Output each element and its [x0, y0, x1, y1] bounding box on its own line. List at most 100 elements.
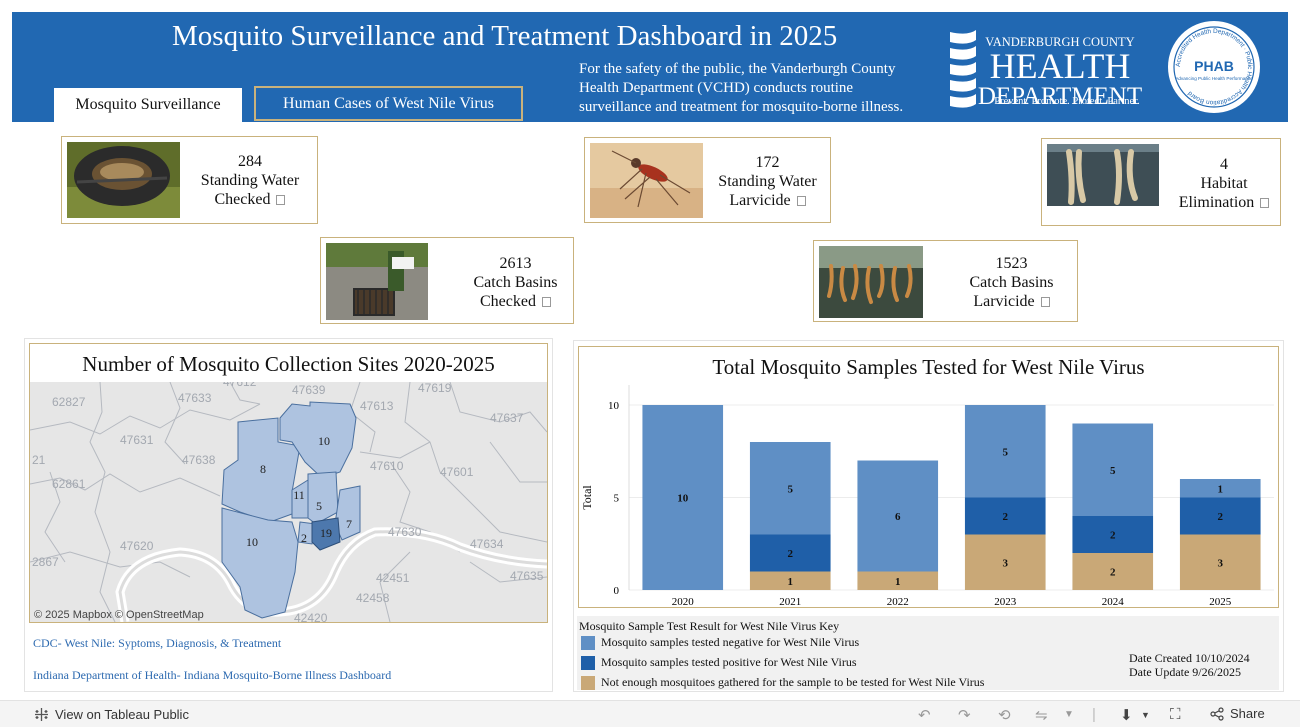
- region-count: 11: [293, 488, 305, 502]
- tab-mosquito-surveillance[interactable]: Mosquito Surveillance: [54, 88, 242, 122]
- region-count: 7: [346, 517, 352, 531]
- redo-icon[interactable]: ↷: [958, 707, 971, 724]
- y-axis-label: Total: [580, 485, 594, 510]
- chevron-down-icon[interactable]: ▼: [1064, 709, 1074, 720]
- info-box-icon[interactable]: [1260, 198, 1270, 208]
- download-icon[interactable]: ⬇: [1120, 707, 1133, 724]
- y-tick-label: 5: [614, 493, 620, 505]
- zip-label: 47637: [490, 411, 524, 425]
- view-on-tableau-label: View on Tableau Public: [55, 707, 189, 722]
- date-updated: Date Update 9/26/2025: [1129, 665, 1241, 679]
- bar-value-label: 2: [1110, 530, 1116, 542]
- zip-label: 47634: [470, 537, 504, 551]
- zip-label: 21: [32, 453, 46, 467]
- phab-seal-icon: Accredited Health Department · Public He…: [1168, 21, 1260, 113]
- bar-value-label: 3: [1218, 557, 1224, 569]
- phab-logo: Accredited Health Department · Public He…: [1167, 20, 1261, 114]
- map-title: Number of Mosquito Collection Sites 2020…: [82, 352, 495, 376]
- metric-label: Elimination: [1178, 194, 1255, 211]
- zip-label: 42458: [356, 591, 390, 605]
- metric-label: Catch Basins: [473, 274, 558, 291]
- metric-label: Larvicide: [973, 293, 1035, 310]
- metric-card-standing-water-larvicide: 172 Standing Water Larvicide: [584, 137, 831, 223]
- mosquito-photo: [590, 143, 703, 218]
- y-tick-label: 0: [614, 585, 620, 597]
- cdc-west-nile-link[interactable]: CDC- West Nile: Syptoms, Diagnosis, & Tr…: [33, 636, 282, 650]
- zip-label: 62827: [52, 395, 86, 409]
- fullscreen-icon[interactable]: ⛶: [1170, 706, 1181, 723]
- bar-segment[interactable]: [642, 405, 724, 590]
- bar-segment[interactable]: [1072, 516, 1154, 553]
- info-box-icon[interactable]: [796, 196, 806, 206]
- share-button[interactable]: Share: [1210, 706, 1265, 721]
- bar-segment[interactable]: [1179, 479, 1261, 498]
- zip-label: 42420: [294, 611, 328, 622]
- bar-segment[interactable]: [749, 571, 831, 591]
- phab-subtitle: Advancing Public Health Performance: [1175, 76, 1253, 81]
- metric-value: 1523: [995, 255, 1028, 272]
- region-count: 10: [246, 535, 258, 549]
- bar-segment[interactable]: [964, 497, 1046, 535]
- legend-item-not-enough[interactable]: Not enough mosquitoes gathered for the s…: [581, 675, 984, 690]
- bar-segment[interactable]: [1179, 497, 1261, 535]
- legend-item-positive[interactable]: Mosquito samples tested positive for Wes…: [581, 655, 857, 670]
- map-attribution: © 2025 Mapbox © OpenStreetMap: [34, 609, 204, 621]
- bar-segment[interactable]: [749, 442, 831, 535]
- bar-segment[interactable]: [964, 405, 1046, 498]
- vchd-logo: VANDERBURGH COUNTY HEALTH DEPARTMENT: [942, 24, 1152, 112]
- tab-human-cases[interactable]: Human Cases of West Nile Virus: [254, 86, 523, 121]
- legend-swatch: [581, 675, 595, 690]
- zip-label: 47638: [182, 453, 216, 467]
- collection-sites-map[interactable]: 62827 47633 47612 47639 47619 47613 4763…: [30, 382, 547, 622]
- view-on-tableau-public-button[interactable]: View on Tableau Public: [34, 707, 189, 722]
- revert-icon[interactable]: ⟲: [998, 707, 1011, 724]
- chevron-down-icon[interactable]: ▼: [1141, 710, 1150, 720]
- bar-value-label: 2: [1218, 511, 1224, 523]
- info-box-icon[interactable]: [541, 297, 551, 307]
- bar-segment[interactable]: [1072, 553, 1154, 590]
- vchd-tagline: Prevent. Promote. Protect. Partner.: [994, 96, 1140, 107]
- bar-segment[interactable]: [1072, 423, 1154, 517]
- metric-value: 4: [1220, 156, 1228, 173]
- bar-value-label: 2: [788, 548, 794, 560]
- metric-label: Checked: [214, 191, 271, 208]
- bar-segment[interactable]: [857, 571, 939, 591]
- tableau-toolbar: View on Tableau Public ↶ ↷ ⟲ ⇋ ▼ | ⬇ ▼ ⛶…: [0, 700, 1300, 727]
- vchd-logo-graphic: VANDERBURGH COUNTY HEALTH DEPARTMENT: [950, 30, 1142, 110]
- bar-value-label: 5: [788, 483, 794, 495]
- metric-label: Standing Water: [200, 172, 300, 189]
- zip-label: 47633: [178, 391, 212, 405]
- legend-swatch: [581, 655, 595, 670]
- bar-value-label: 1: [895, 576, 901, 588]
- metric-card-catch-basins-checked: 2613 Catch Basins Checked: [320, 237, 574, 324]
- legend-title: Mosquito Sample Test Result for West Nil…: [579, 619, 840, 633]
- bar-value-label: 2: [1110, 567, 1116, 579]
- x-tick-label: 2022: [887, 596, 909, 607]
- vchd-logo-line3: DEPARTMENT: [978, 83, 1142, 110]
- zip-label: 47631: [120, 433, 154, 447]
- metric-value: 172: [755, 154, 780, 171]
- region-count: 10: [318, 434, 330, 448]
- catch-basin-photo: [326, 243, 428, 320]
- bar-value-label: 1: [788, 576, 794, 588]
- bar-segment[interactable]: [857, 460, 939, 572]
- zip-label: 47601: [440, 465, 474, 479]
- metric-card-catch-basins-larvicide: 1523 Catch Basins Larvicide: [813, 240, 1078, 322]
- indiana-health-dashboard-link[interactable]: Indiana Department of Health- Indiana Mo…: [33, 668, 392, 682]
- bar-segment[interactable]: [964, 534, 1046, 591]
- info-box-icon[interactable]: [276, 195, 286, 205]
- legend-label: Mosquito samples tested positive for Wes…: [601, 655, 857, 669]
- zip-label: 2867: [32, 555, 59, 569]
- bar-segment[interactable]: [749, 534, 831, 572]
- refresh-icon[interactable]: ⇋: [1035, 707, 1048, 724]
- undo-icon[interactable]: ↶: [918, 707, 931, 724]
- tire-water-photo: [67, 142, 180, 218]
- share-label: Share: [1230, 706, 1265, 721]
- zip-label: 62861: [52, 477, 86, 491]
- zip-label: 47610: [370, 459, 404, 473]
- info-box-icon[interactable]: [1040, 297, 1050, 307]
- legend-item-negative[interactable]: Mosquito samples tested negative for Wes…: [581, 635, 859, 650]
- larvae-water-photo: [819, 246, 923, 318]
- metric-card-standing-water-checked: 284 Standing Water Checked: [61, 136, 318, 224]
- bar-segment[interactable]: [1179, 534, 1261, 591]
